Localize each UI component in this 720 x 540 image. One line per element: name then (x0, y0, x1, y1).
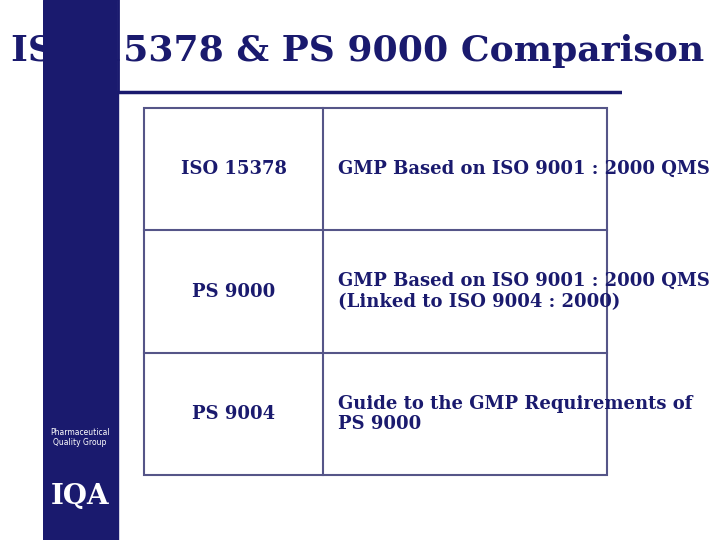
Bar (42, 0, 118, 540)
Text: Guide to the GMP Requirements of
PS 9000: Guide to the GMP Requirements of PS 9000 (338, 395, 693, 434)
Text: PS 9000: PS 9000 (192, 282, 275, 301)
Bar (118, 0, 621, 92)
Text: GMP Based on ISO 9001 : 2000 QMS: GMP Based on ISO 9001 : 2000 QMS (338, 160, 710, 178)
Text: ISO 15378 & PS 9000 Comparison: ISO 15378 & PS 9000 Comparison (12, 35, 705, 68)
Text: PS 9004: PS 9004 (192, 405, 275, 423)
Bar (144, 108, 607, 475)
Text: Pharmaceutical
Quality Group: Pharmaceutical Quality Group (50, 428, 110, 447)
Text: IQA: IQA (51, 483, 109, 510)
Text: ISO 15378: ISO 15378 (181, 160, 287, 178)
Text: GMP Based on ISO 9001 : 2000 QMS
(Linked to ISO 9004 : 2000): GMP Based on ISO 9001 : 2000 QMS (Linked… (338, 272, 710, 311)
